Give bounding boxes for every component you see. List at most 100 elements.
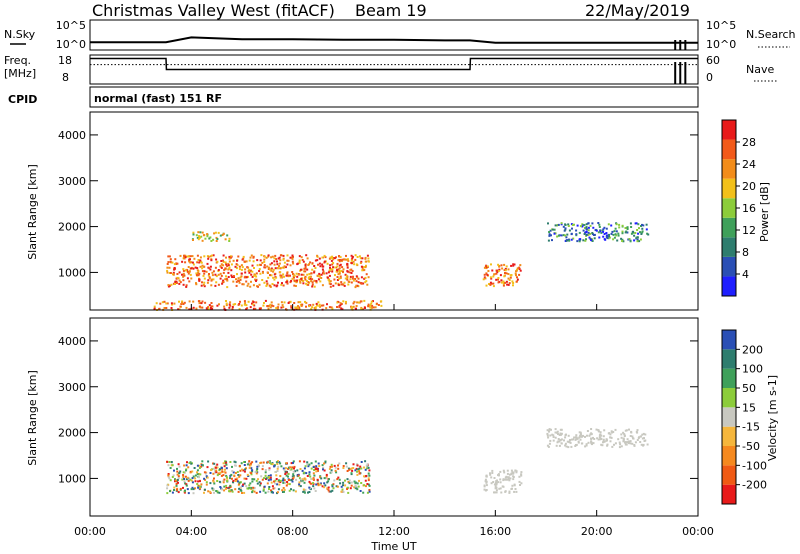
data-cell [595, 229, 598, 232]
colorbar-segment [722, 256, 736, 277]
data-cell [632, 437, 634, 440]
data-cell [158, 308, 160, 311]
data-cell [324, 477, 327, 480]
data-cell [261, 279, 264, 281]
data-cell [242, 257, 245, 260]
data-cell [298, 484, 301, 487]
data-cell [486, 265, 489, 268]
data-cell [188, 462, 191, 464]
data-cell [173, 267, 176, 269]
data-cell [286, 259, 289, 262]
data-cell [240, 272, 243, 275]
data-cell [277, 303, 280, 306]
data-cell [185, 285, 188, 288]
data-cell [219, 471, 222, 474]
data-cell [199, 265, 202, 268]
data-cell [311, 268, 314, 271]
data-cell [207, 257, 210, 260]
data-cell [348, 468, 351, 471]
data-cell [315, 483, 318, 486]
data-cell [230, 473, 233, 476]
data-cell [199, 473, 202, 476]
data-cell [264, 474, 267, 477]
data-cell [282, 284, 285, 287]
data-cell [213, 482, 216, 485]
data-cell [511, 471, 514, 474]
data-cell [298, 308, 301, 311]
data-cell [244, 271, 247, 274]
data-cell [356, 482, 359, 485]
data-cell [262, 461, 265, 464]
data-cell [173, 268, 176, 271]
data-cell [630, 226, 633, 228]
data-cell [225, 476, 228, 479]
data-cell [578, 231, 581, 234]
data-cell [270, 267, 273, 270]
data-cell [358, 301, 360, 304]
data-cell [258, 283, 261, 286]
data-cell [513, 484, 516, 487]
data-cell [314, 490, 317, 492]
y-tick-label: 3000 [58, 381, 86, 394]
data-cell [245, 308, 248, 311]
data-cell [492, 282, 495, 285]
data-cell [310, 280, 313, 283]
data-cell [325, 475, 328, 478]
cpid-label: CPID [8, 93, 37, 106]
data-cell [322, 468, 324, 471]
data-cell [279, 254, 282, 257]
data-cell [512, 476, 515, 478]
data-cell [268, 460, 271, 463]
data-cell [226, 265, 229, 268]
data-cell [226, 279, 229, 282]
data-cell [330, 490, 332, 493]
data-cell [293, 302, 296, 304]
data-cell [288, 483, 291, 486]
data-cell [189, 261, 192, 264]
data-cell [547, 222, 549, 225]
data-cell [352, 302, 355, 305]
data-cell [251, 302, 253, 305]
data-cell [633, 444, 636, 447]
data-cell [211, 271, 214, 274]
data-cell [189, 273, 192, 276]
colorbar-segment [722, 446, 736, 466]
data-cell [597, 438, 600, 441]
data-cell [241, 485, 244, 487]
data-cell [485, 265, 488, 268]
data-cell [272, 276, 275, 279]
data-cell [273, 487, 276, 490]
data-cell [356, 256, 359, 258]
data-cell [573, 223, 575, 226]
data-cell [296, 307, 299, 310]
data-cell [199, 256, 202, 259]
data-cell [316, 482, 319, 485]
data-cell [337, 283, 340, 286]
data-cell [570, 232, 573, 235]
data-cell [497, 277, 500, 279]
data-cell [231, 276, 234, 278]
data-cell [209, 306, 212, 309]
data-cell [626, 438, 629, 441]
data-cell [586, 430, 589, 432]
data-cell [298, 306, 301, 309]
data-cell [234, 303, 237, 306]
data-cell [233, 475, 236, 478]
data-cell [571, 223, 574, 226]
data-cell [336, 306, 338, 308]
data-cell [304, 266, 307, 268]
data-cell [303, 491, 306, 494]
data-cell [243, 477, 246, 480]
data-cell [496, 271, 499, 274]
data-cell [286, 254, 289, 257]
data-cell [251, 275, 254, 278]
data-cell [302, 273, 305, 276]
data-cell [361, 257, 364, 260]
data-cell [284, 473, 287, 475]
data-cell [268, 284, 271, 287]
data-cell [171, 261, 174, 264]
data-cell [259, 272, 262, 275]
data-cell [565, 236, 568, 239]
data-cell [495, 489, 498, 492]
data-cell [273, 260, 276, 263]
